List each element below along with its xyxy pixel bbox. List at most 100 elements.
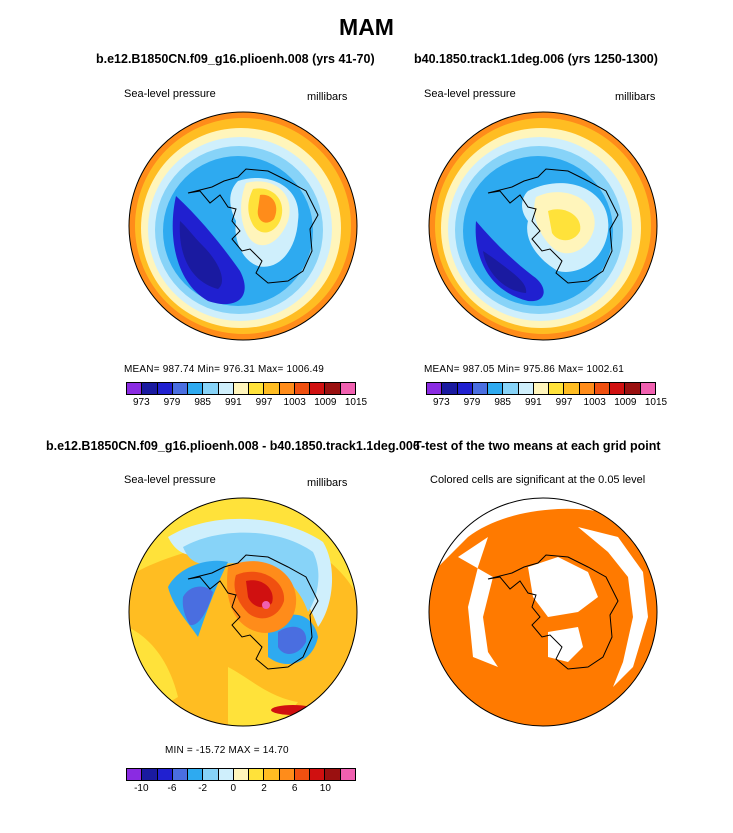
colorbar-tick-label: 1009 bbox=[314, 397, 337, 408]
colorbar-swatch bbox=[264, 383, 280, 394]
colorbar-tick-label: 1015 bbox=[644, 397, 668, 408]
colorbar-swatch bbox=[625, 383, 641, 394]
panel-tr-colorbar-labels: 973 979 985 991 997 1003 1009 1015 bbox=[426, 397, 667, 411]
colorbar-swatch bbox=[427, 383, 443, 394]
panel-tr-stats: MEAN= 987.05 Min= 975.86 Max= 1002.61 bbox=[424, 364, 625, 375]
colorbar-swatch bbox=[594, 383, 611, 394]
panel-br-note: Colored cells are significant at the 0.0… bbox=[430, 474, 646, 486]
colorbar-swatch bbox=[325, 383, 341, 394]
colorbar-swatch bbox=[142, 383, 158, 394]
colorbar-swatch bbox=[533, 383, 550, 394]
colorbar-swatch bbox=[249, 769, 265, 780]
bl-red-stripe bbox=[271, 705, 315, 715]
panel-tl-stats: MEAN= 987.74 Min= 976.31 Max= 1006.49 bbox=[124, 364, 325, 375]
colorbar-swatch bbox=[142, 769, 158, 780]
panel-tr-units-label: millibars bbox=[615, 91, 656, 103]
br-nonsig-ring bbox=[458, 537, 498, 667]
panel-bl-variable-label: Sea-level pressure bbox=[124, 474, 216, 486]
colorbar-swatch bbox=[264, 769, 280, 780]
colorbar-tick-label: 997 bbox=[555, 397, 573, 408]
colorbar-swatch bbox=[488, 383, 504, 394]
panel-tr-colorbar bbox=[426, 382, 656, 395]
figure-title: MAM bbox=[339, 14, 394, 40]
panel-br-map bbox=[428, 497, 658, 727]
colorbar-swatch bbox=[233, 383, 250, 394]
colorbar-swatch bbox=[340, 769, 355, 780]
colorbar-swatch bbox=[188, 769, 204, 780]
panel-bl-colorbar-labels: -10 -6 -2 0 2 6 10 bbox=[126, 783, 356, 797]
antarctica-coastline-tl bbox=[187, 168, 319, 284]
colorbar-swatch bbox=[233, 769, 250, 780]
panel-tr-variable-label: Sea-level pressure bbox=[424, 88, 516, 100]
panel-bl-stats: MIN = -15.72 MAX = 14.70 bbox=[165, 745, 289, 756]
colorbar-swatch bbox=[325, 769, 341, 780]
panel-tr-heading: b40.1850.track1.1deg.006 (yrs 1250-1300) bbox=[414, 52, 658, 66]
colorbar-swatch bbox=[294, 383, 311, 394]
colorbar-tick-label: 10 bbox=[319, 783, 331, 794]
colorbar-swatch bbox=[188, 383, 204, 394]
colorbar-swatch bbox=[249, 383, 265, 394]
panel-bl-map bbox=[128, 497, 358, 727]
bl-pink-max bbox=[262, 601, 270, 609]
colorbar-tick-label: 991 bbox=[524, 397, 542, 408]
colorbar-swatch bbox=[442, 383, 458, 394]
tl-high-amber bbox=[257, 194, 277, 223]
colorbar-tick-label: 979 bbox=[463, 397, 481, 408]
colorbar-swatch bbox=[172, 769, 189, 780]
panel-bl-units-label: millibars bbox=[307, 477, 348, 489]
br-nonsig-top bbox=[429, 498, 657, 577]
tl-low-pressure-west bbox=[172, 196, 245, 305]
colorbar-swatch bbox=[172, 383, 189, 394]
colorbar-tick-label: 2 bbox=[261, 783, 267, 794]
colorbar-swatch bbox=[640, 383, 655, 394]
colorbar-swatch bbox=[503, 383, 519, 394]
colorbar-swatch bbox=[294, 769, 311, 780]
panel-tl-heading: b.e12.B1850CN.f09_g16.plioenh.008 (yrs 4… bbox=[96, 52, 375, 66]
bl-yellow-region bbox=[129, 498, 357, 597]
colorbar-swatch bbox=[310, 769, 326, 780]
tl-low-pressure-core bbox=[179, 221, 223, 289]
tr-low-pressure-west bbox=[475, 221, 544, 302]
colorbar-swatch bbox=[518, 383, 534, 394]
panel-bl-heading: b.e12.B1850CN.f09_g16.plioenh.008 - b40.… bbox=[46, 439, 420, 453]
colorbar-tick-label: -6 bbox=[167, 783, 177, 794]
colorbar-tick-label: 1015 bbox=[344, 397, 368, 408]
colorbar-tick-label: 985 bbox=[194, 397, 211, 408]
colorbar-tick-label: 0 bbox=[230, 783, 237, 794]
colorbar-swatch bbox=[457, 383, 473, 394]
colorbar-tick-label: -10 bbox=[134, 783, 149, 794]
colorbar-swatch bbox=[279, 383, 295, 394]
colorbar-swatch bbox=[549, 383, 565, 394]
colorbar-tick-label: 1003 bbox=[283, 397, 306, 408]
panel-tr-map bbox=[428, 111, 658, 341]
colorbar-swatch bbox=[127, 383, 143, 394]
colorbar-tick-label: 979 bbox=[163, 397, 181, 408]
colorbar-swatch bbox=[203, 383, 219, 394]
panel-tl-colorbar-labels: 973 979 985 991 997 1003 1009 1015 bbox=[126, 397, 367, 411]
panel-tl-variable-label: Sea-level pressure bbox=[124, 88, 216, 100]
colorbar-tick-label: 1009 bbox=[614, 397, 637, 408]
colorbar-swatch bbox=[310, 383, 326, 394]
colorbar-swatch bbox=[218, 769, 234, 780]
colorbar-swatch bbox=[564, 383, 580, 394]
colorbar-swatch bbox=[203, 769, 219, 780]
panel-tl-map bbox=[128, 111, 358, 341]
colorbar-tick-label: -2 bbox=[198, 783, 208, 794]
colorbar-swatch bbox=[127, 769, 143, 780]
colorbar-swatch bbox=[340, 383, 355, 394]
colorbar-swatch bbox=[279, 769, 295, 780]
colorbar-tick-label: 973 bbox=[132, 397, 150, 408]
colorbar-swatch bbox=[472, 383, 489, 394]
colorbar-swatch bbox=[157, 383, 173, 394]
panel-br-heading: T-test of the two means at each grid poi… bbox=[414, 439, 661, 453]
colorbar-swatch bbox=[157, 769, 173, 780]
panel-tl-colorbar bbox=[126, 382, 356, 395]
panel-bl-colorbar bbox=[126, 768, 356, 781]
colorbar-swatch bbox=[579, 383, 595, 394]
colorbar-swatch bbox=[610, 383, 626, 394]
colorbar-tick-label: 985 bbox=[494, 397, 511, 408]
colorbar-swatch bbox=[218, 383, 234, 394]
colorbar-tick-label: 991 bbox=[224, 397, 242, 408]
colorbar-tick-label: 1003 bbox=[583, 397, 606, 408]
colorbar-tick-label: 997 bbox=[255, 397, 273, 408]
